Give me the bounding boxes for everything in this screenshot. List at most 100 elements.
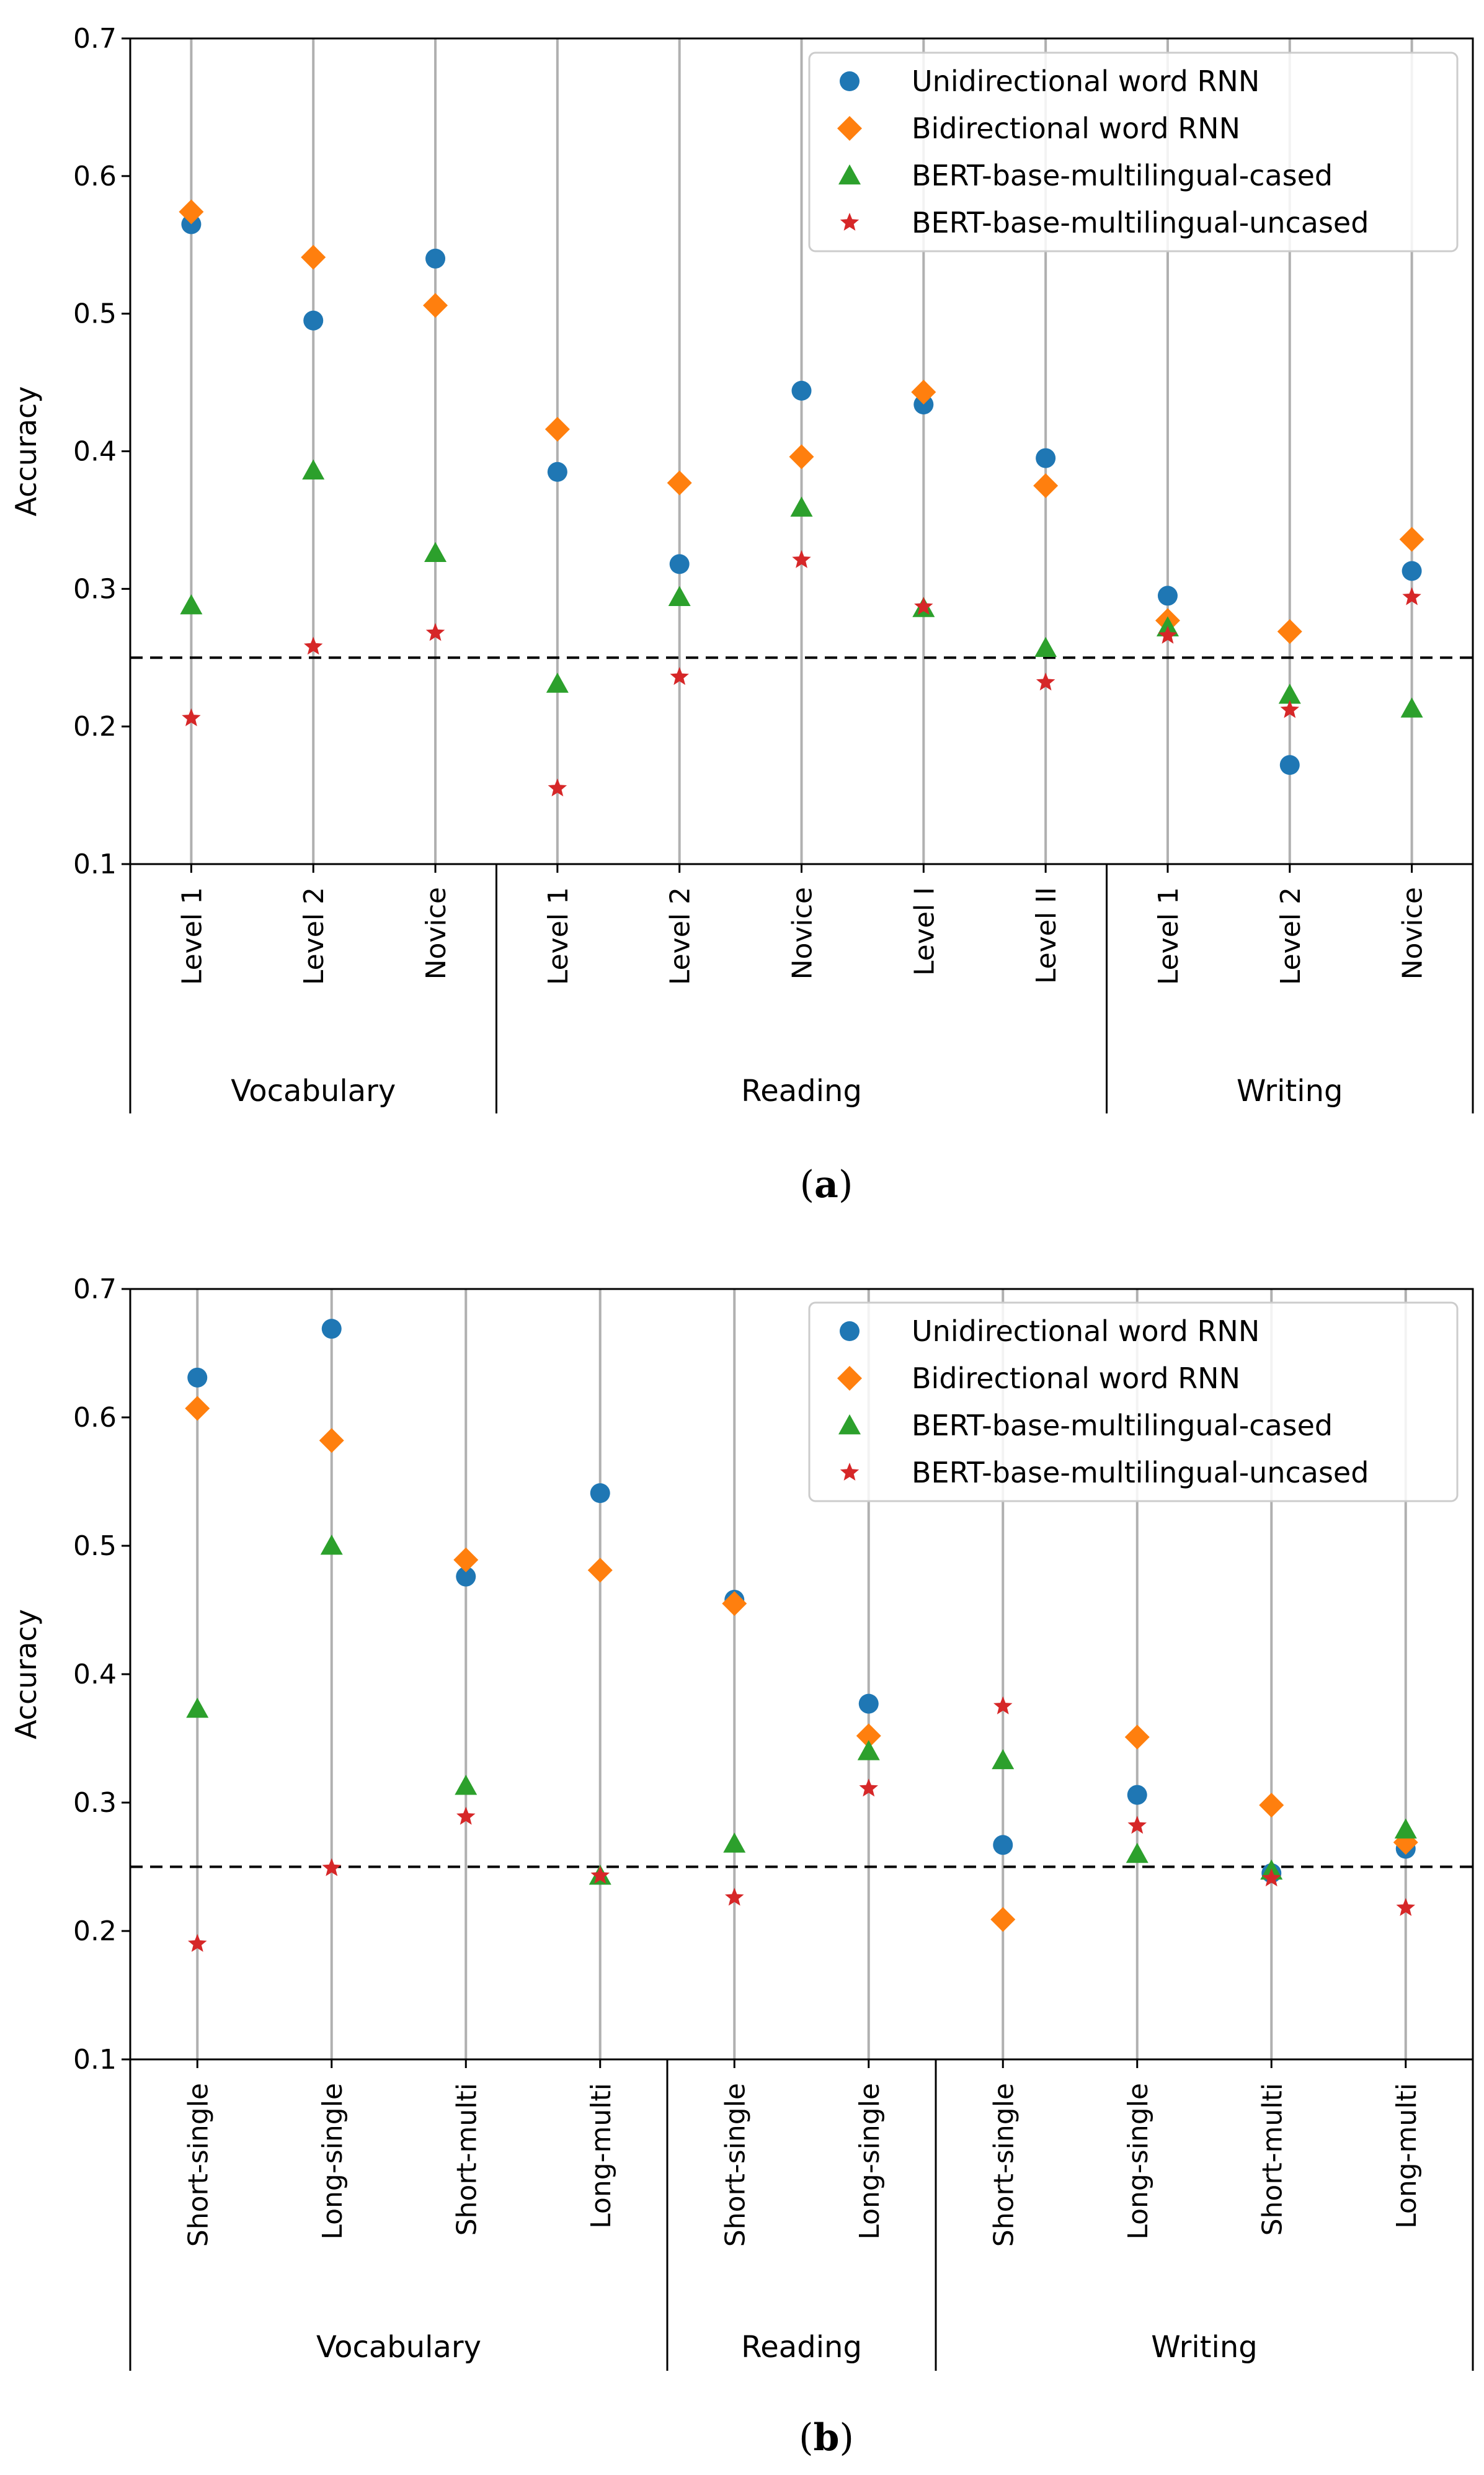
data-point xyxy=(1402,587,1421,605)
x-tick-label: Level 2 xyxy=(298,887,330,985)
legend-label: Unidirectional word RNN xyxy=(912,1314,1260,1348)
x-tick-label: Short-single xyxy=(182,2083,214,2247)
legend-marker xyxy=(840,213,860,231)
data-point xyxy=(456,1566,476,1587)
y-tick-label: 0.3 xyxy=(73,1787,117,1819)
legend-box xyxy=(808,51,1459,252)
data-point xyxy=(1279,755,1300,775)
y-tick-label: 0.1 xyxy=(73,849,117,880)
data-point xyxy=(590,1866,610,1884)
group-label: Writing xyxy=(1237,1074,1343,1108)
y-axis-title: Accuracy xyxy=(9,386,43,516)
data-point xyxy=(423,293,448,318)
data-point xyxy=(1280,700,1299,718)
group-label: Reading xyxy=(741,1074,862,1108)
data-point xyxy=(179,199,204,225)
x-tick-label: Short-multi xyxy=(451,2083,482,2236)
data-point xyxy=(321,1319,342,1339)
x-tick-label: Short-multi xyxy=(1256,2083,1288,2236)
y-tick-label: 0.3 xyxy=(73,573,117,605)
data-point xyxy=(546,672,569,693)
data-point xyxy=(667,470,692,496)
chart-panel-b: 0.1 0.2 0.3 0.4 0.5 0.6 0.7 Accuracy Short-singl… xyxy=(9,1273,1474,2459)
data-point xyxy=(188,1933,207,1952)
data-point xyxy=(1394,1818,1417,1839)
data-point xyxy=(1402,561,1422,581)
legend-label: BERT-base-multilingual-uncased xyxy=(912,1456,1369,1489)
x-tick-label: Level 2 xyxy=(1275,887,1307,985)
x-tick-label: Long-single xyxy=(317,2083,349,2240)
data-point xyxy=(1158,625,1178,644)
data-point xyxy=(914,597,933,615)
data-point xyxy=(1127,1785,1147,1805)
group-label: Reading xyxy=(741,2330,862,2365)
group-label: Vocabulary xyxy=(231,1074,396,1108)
x-tick-label: Level 1 xyxy=(1153,887,1184,985)
data-point xyxy=(425,248,446,269)
y-tick-label: 0.4 xyxy=(73,1659,117,1690)
data-point xyxy=(857,1740,880,1760)
x-tick-label: Long-multi xyxy=(1391,2083,1423,2229)
data-point xyxy=(858,1693,879,1714)
legend-marker xyxy=(837,116,862,141)
legend-box xyxy=(808,1301,1459,1502)
data-point xyxy=(792,550,811,568)
x-tick-label: Level II xyxy=(1031,887,1062,984)
data-point xyxy=(1157,586,1178,606)
x-tick-label: Novice xyxy=(787,887,819,979)
data-point xyxy=(320,1535,343,1555)
data-point xyxy=(669,554,690,574)
data-point xyxy=(722,1591,747,1617)
data-point xyxy=(455,1775,478,1795)
x-tick-label: Short-single xyxy=(988,2083,1020,2247)
data-point xyxy=(590,1483,610,1504)
data-point xyxy=(186,1697,209,1718)
y-tick-label: 0.2 xyxy=(73,1915,117,1947)
data-point xyxy=(185,1396,210,1421)
data-point xyxy=(319,1428,344,1453)
data-point xyxy=(587,1558,613,1583)
panel-caption: (b) xyxy=(799,2416,854,2459)
y-tick-label: 0.6 xyxy=(73,161,117,192)
data-point xyxy=(1400,697,1423,718)
legend-label: Bidirectional word RNN xyxy=(912,112,1240,145)
y-axis-title: Accuracy xyxy=(9,1609,43,1739)
x-tick-label: Level I xyxy=(909,887,940,976)
x-tick-label: Long-single xyxy=(1122,2083,1154,2240)
data-point xyxy=(548,778,567,796)
data-point xyxy=(1126,1842,1149,1863)
data-point xyxy=(992,1749,1015,1770)
y-tick-label: 0.6 xyxy=(73,1402,117,1434)
data-point xyxy=(544,417,570,442)
data-point xyxy=(1124,1724,1150,1750)
data-point xyxy=(1259,1793,1284,1818)
data-point xyxy=(302,459,325,479)
data-point xyxy=(859,1778,878,1797)
data-point xyxy=(180,594,203,615)
data-point xyxy=(304,636,323,655)
legend-marker xyxy=(838,1414,861,1435)
data-point xyxy=(993,1835,1013,1855)
data-point xyxy=(303,310,324,331)
y-tick-label: 0.1 xyxy=(73,2044,117,2076)
data-point xyxy=(670,667,689,685)
data-point xyxy=(182,708,201,726)
y-tick-label: 0.7 xyxy=(73,1273,117,1305)
data-point xyxy=(790,496,813,517)
group-label: Vocabulary xyxy=(316,2330,481,2365)
data-point xyxy=(990,1907,1016,1932)
legend-marker xyxy=(840,1321,860,1341)
data-point xyxy=(993,1696,1013,1715)
data-point xyxy=(456,1806,476,1825)
data-point xyxy=(1262,1868,1281,1887)
legend-label: Unidirectional word RNN xyxy=(912,65,1260,98)
data-point xyxy=(1277,619,1302,644)
data-point xyxy=(789,444,814,470)
x-tick-label: Long-single xyxy=(854,2083,886,2240)
data-point xyxy=(301,244,326,270)
data-point xyxy=(425,623,445,641)
legend-marker xyxy=(840,71,860,91)
group-label: Writing xyxy=(1151,2330,1257,2365)
data-point xyxy=(791,380,812,401)
